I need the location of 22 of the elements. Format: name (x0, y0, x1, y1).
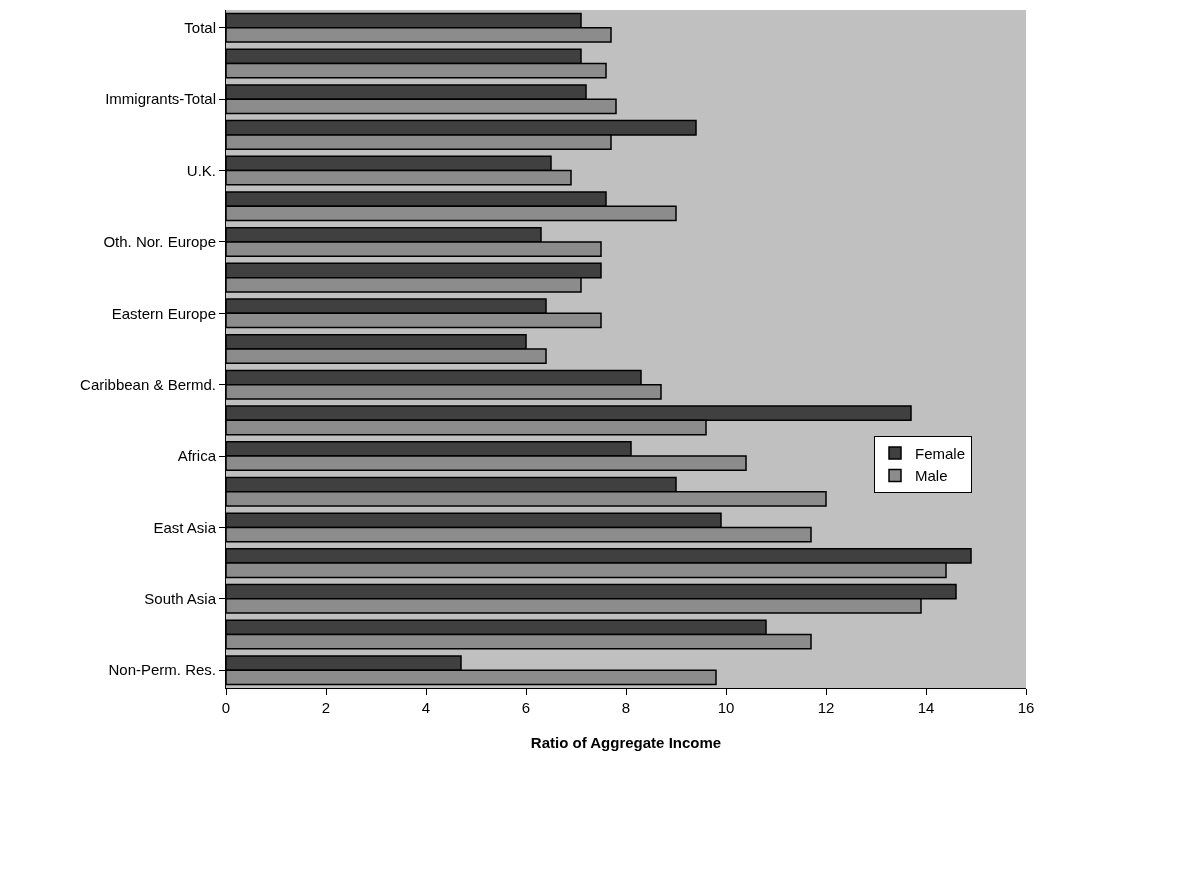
y-tick-label: Eastern Europe (111, 304, 216, 322)
y-tick-label: East Asia (153, 518, 217, 536)
x-tick-label: 16 (1017, 699, 1035, 716)
legend-label: Male (915, 467, 948, 485)
y-tick-label: Non-Perm. Res. (108, 661, 216, 679)
x-tick-label: 6 (521, 699, 531, 716)
x-tick-label: 4 (421, 699, 431, 716)
x-tick-label: 14 (917, 699, 935, 716)
x-tick-label: 8 (621, 699, 631, 716)
x-tick-label: 2 (321, 699, 331, 716)
y-tick-label: Immigrants-Total (105, 90, 216, 108)
y-tick-label: Total (184, 19, 216, 37)
y-tick-label: U.K. (186, 161, 216, 179)
y-tick-label: Africa (177, 447, 217, 465)
x-tick-label: 0 (221, 699, 231, 716)
y-tick-label: South Asia (144, 590, 217, 608)
x-axis-title: Ratio of Aggregate Income (530, 734, 722, 751)
x-tick-label: 10 (717, 699, 735, 716)
x-tick-label: 12 (817, 699, 835, 716)
y-tick-label: Caribbean & Bermd. (80, 375, 216, 393)
y-tick-label: Oth. Nor. Europe (103, 233, 216, 251)
legend-label: Female (915, 444, 966, 462)
